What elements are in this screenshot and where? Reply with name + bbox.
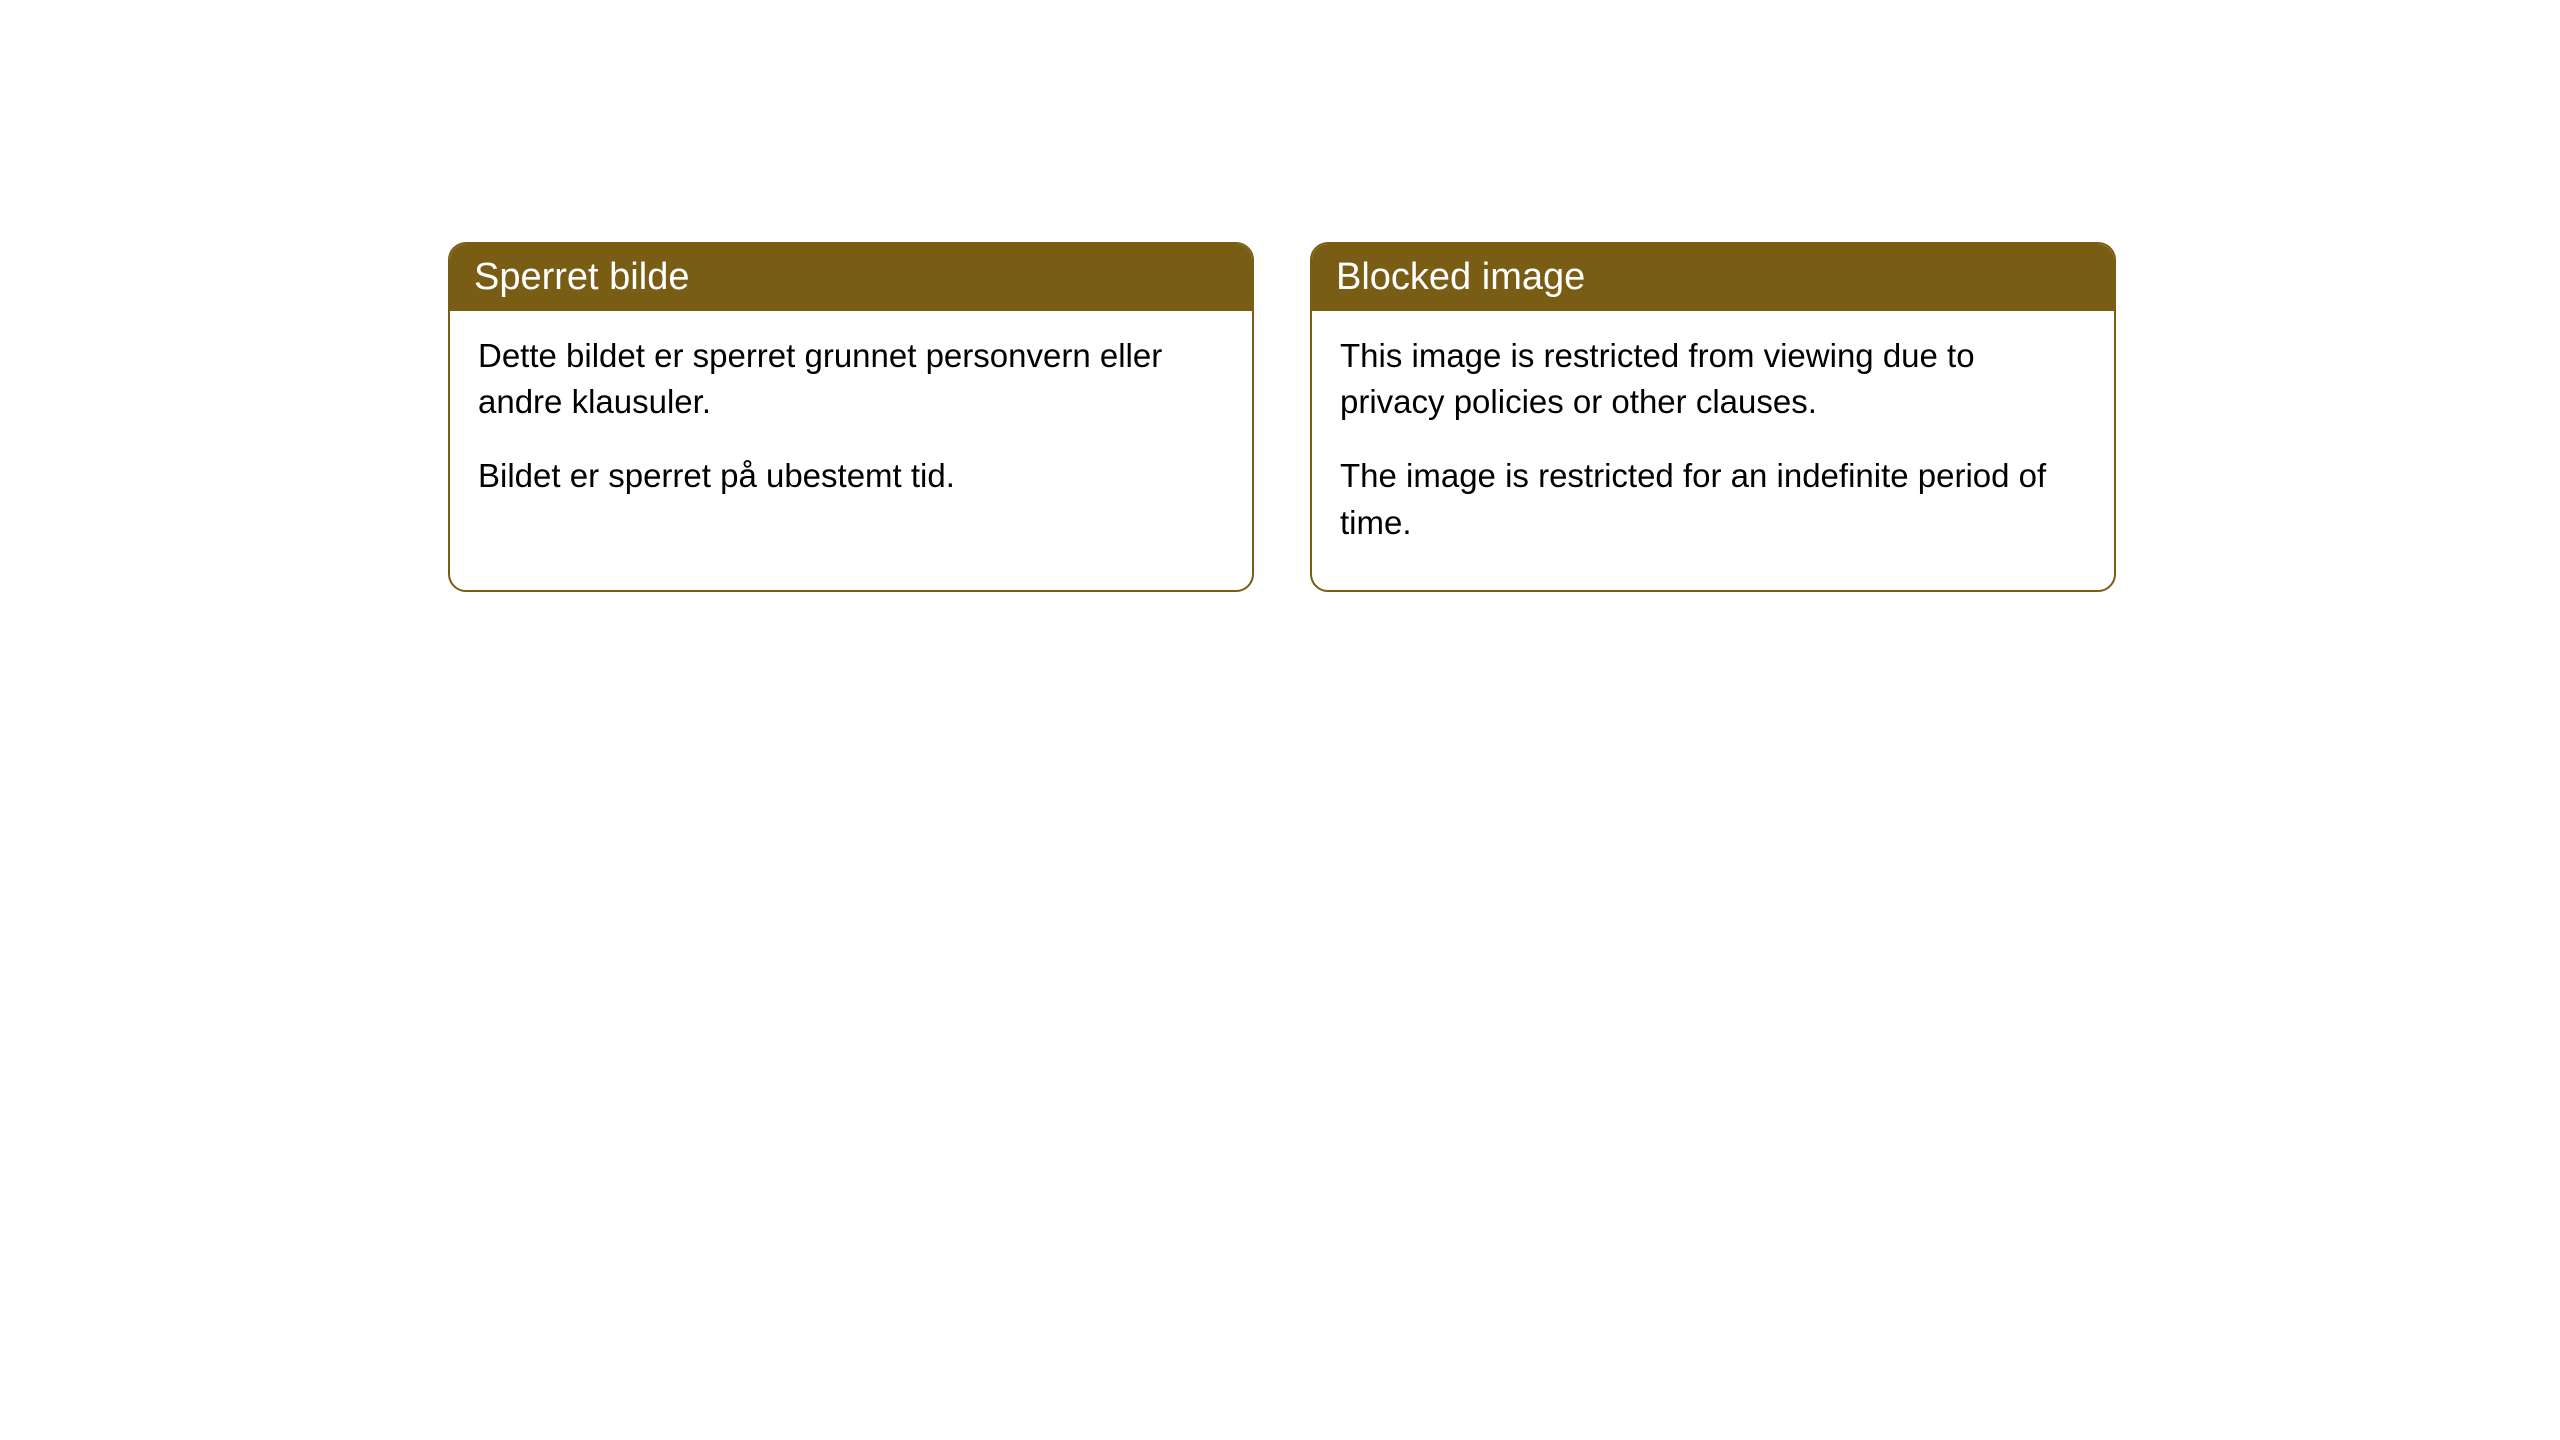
- card-paragraph-2: The image is restricted for an indefinit…: [1340, 453, 2086, 545]
- card-title: Sperret bilde: [474, 256, 689, 298]
- card-paragraph-2: Bildet er sperret på ubestemt tid.: [478, 453, 1224, 499]
- card-body: This image is restricted from viewing du…: [1312, 311, 2114, 590]
- card-header: Sperret bilde: [450, 244, 1252, 311]
- notice-card-norwegian: Sperret bilde Dette bildet er sperret gr…: [448, 242, 1254, 592]
- notice-card-english: Blocked image This image is restricted f…: [1310, 242, 2116, 592]
- card-header: Blocked image: [1312, 244, 2114, 311]
- card-title: Blocked image: [1336, 256, 1585, 298]
- notice-cards-container: Sperret bilde Dette bildet er sperret gr…: [0, 0, 2560, 592]
- card-paragraph-1: This image is restricted from viewing du…: [1340, 333, 2086, 425]
- card-paragraph-1: Dette bildet er sperret grunnet personve…: [478, 333, 1224, 425]
- card-body: Dette bildet er sperret grunnet personve…: [450, 311, 1252, 544]
